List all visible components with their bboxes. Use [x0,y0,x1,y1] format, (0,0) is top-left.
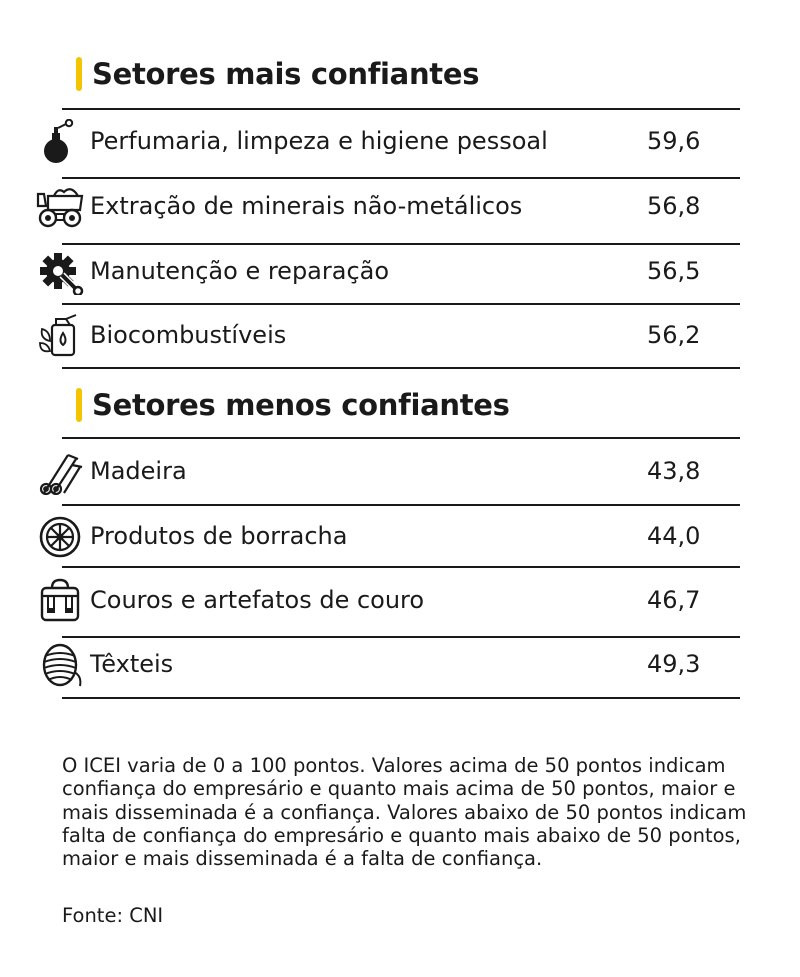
divider [62,437,740,439]
row-label: Madeira [90,457,187,485]
divider [62,177,740,179]
row-label: Perfumaria, limpeza e higiene pessoal [90,127,548,155]
table-row: Biocombustíveis 56,2 [0,303,800,367]
table-row: Manutenção e reparação 56,5 [0,239,800,303]
source-credit: Fonte: CNI [62,904,164,927]
table-row: Madeira 43,8 [0,439,800,503]
divider [62,636,740,638]
row-label: Manutenção e reparação [90,257,390,285]
row-value: 56,2 [647,321,701,349]
row-label: Extração de minerais não-metálicos [90,192,523,220]
divider [62,697,740,699]
divider [62,504,740,506]
gear-wrench-icon [40,253,84,295]
row-value: 43,8 [647,457,701,485]
divider [62,303,740,305]
row-value: 56,8 [647,192,701,220]
mining-truck-icon [36,188,84,228]
footnote: O ICEI varia de 0 a 100 pontos. Valores … [62,754,747,871]
biofuel-can-icon [39,314,77,357]
table-row: Perfumaria, limpeza e higiene pessoal 59… [0,109,800,173]
row-value: 56,5 [647,257,701,285]
section-title-least-confident: Setores menos confiantes [76,385,510,425]
section-title-most-confident: Setores mais confiantes [76,54,479,94]
row-value: 46,7 [647,586,701,614]
table-row: Têxteis 49,3 [0,632,800,696]
thread-spool-icon [42,643,82,687]
divider [62,243,740,245]
leather-bag-icon [40,578,80,622]
perfume-bottle-icon [44,119,74,163]
table-row: Produtos de borracha 44,0 [0,504,800,568]
title-accent-bar [76,388,82,422]
tire-icon [39,516,81,558]
divider [62,108,740,110]
table-row: Couros e artefatos de couro 46,7 [0,568,800,632]
divider [62,367,740,369]
section-title-text: Setores menos confiantes [92,388,510,422]
logs-icon [39,453,83,495]
table-row: Extração de minerais não-metálicos 56,8 [0,174,800,238]
row-value: 59,6 [647,127,701,155]
section-title-text: Setores mais confiantes [92,57,480,91]
row-label: Couros e artefatos de couro [90,586,425,614]
title-accent-bar [76,57,82,91]
row-label: Biocombustíveis [90,321,287,349]
row-label: Produtos de borracha [90,522,348,550]
divider [62,566,740,568]
row-label: Têxteis [90,650,174,678]
row-value: 49,3 [647,650,701,678]
row-value: 44,0 [647,522,701,550]
